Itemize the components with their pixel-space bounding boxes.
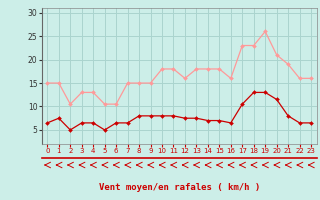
Text: Vent moyen/en rafales ( km/h ): Vent moyen/en rafales ( km/h ) xyxy=(99,183,260,192)
